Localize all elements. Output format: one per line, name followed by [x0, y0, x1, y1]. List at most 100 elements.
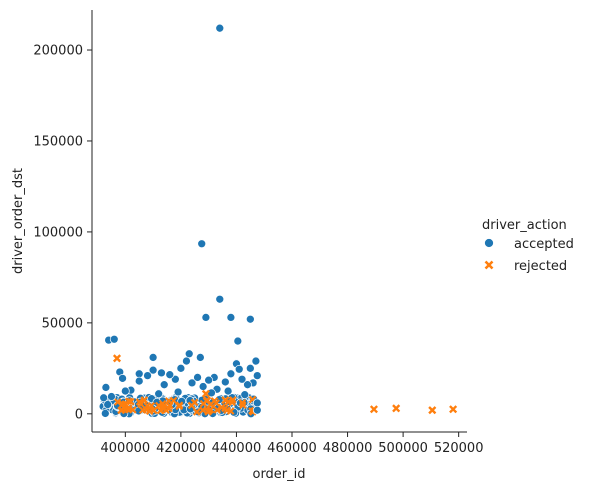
- scatter-point-accepted: [184, 349, 194, 359]
- scatter-point-accepted: [198, 382, 208, 391]
- scatter-point-accepted: [251, 356, 261, 366]
- scatter-point-accepted: [173, 387, 183, 397]
- scatter-point-accepted: [252, 398, 262, 408]
- scatter-point-rejected: [187, 401, 196, 410]
- scatter-point-accepted: [245, 314, 255, 324]
- scatter-point-rejected: [449, 405, 458, 414]
- scatter-point-rejected: [138, 406, 147, 414]
- scatter-point-rejected: [169, 396, 178, 405]
- y-tick-label: 100000: [33, 225, 83, 240]
- scatter-point-rejected: [193, 408, 201, 416]
- scatter-point-rejected: [165, 404, 173, 413]
- legend-marker-rejected: [484, 260, 494, 270]
- scatter-point-rejected: [201, 389, 210, 398]
- scatter-point-accepted: [197, 239, 207, 249]
- scatter-point-accepted: [187, 378, 197, 388]
- points-layer: [101, 23, 458, 415]
- scatter-point-accepted: [109, 334, 119, 344]
- scatter-point-accepted: [240, 390, 250, 400]
- y-tick-label: 150000: [33, 134, 83, 149]
- y-axis-label: driver_order_dst: [11, 168, 26, 274]
- plot-area: 400000 420000 440000 460000 480000 500000 5200…: [33, 10, 483, 456]
- scatter-point-rejected: [226, 407, 235, 415]
- x-ticks: 400000 420000 440000 460000 480000 500000 5200…: [101, 432, 484, 456]
- scatter-point-accepted: [226, 313, 236, 322]
- scatter-point-accepted: [223, 386, 233, 396]
- scatter-point-accepted: [148, 353, 158, 362]
- scatter-point-accepted: [252, 405, 262, 415]
- y-tick-label: 50000: [42, 316, 83, 331]
- scatter-point-accepted: [100, 409, 110, 418]
- scatter-point-rejected: [229, 396, 237, 404]
- scatter-point-accepted: [103, 400, 113, 409]
- scatter-point-rejected: [221, 396, 230, 405]
- scatter-point-rejected: [113, 398, 122, 406]
- scatter-point-rejected: [392, 404, 401, 413]
- scatter-point-rejected: [140, 396, 149, 404]
- scatter-point-rejected: [202, 397, 211, 405]
- legend: driver_action accepted rejected: [482, 218, 574, 274]
- scatter-point-accepted: [233, 336, 243, 346]
- scatter-point-rejected: [204, 408, 212, 416]
- x-tick-label: 420000: [156, 441, 206, 456]
- x-tick-label: 520000: [434, 441, 484, 456]
- scatter-point-rejected: [124, 397, 133, 406]
- scatter-point-accepted: [220, 377, 230, 387]
- x-tick-label: 440000: [212, 441, 262, 456]
- legend-title: driver_action: [482, 218, 567, 233]
- scatter-point-accepted: [215, 23, 225, 33]
- scatter-point-accepted: [118, 373, 127, 383]
- x-tick-label: 480000: [323, 441, 373, 456]
- legend-label-accepted: accepted: [514, 237, 574, 252]
- scatter-point-accepted: [243, 380, 252, 390]
- scatter-point-accepted: [170, 374, 180, 384]
- scatter-point-accepted: [154, 389, 164, 399]
- legend-marker-accepted: [484, 238, 494, 248]
- scatter-point-rejected: [199, 406, 207, 414]
- scatter-point-rejected: [369, 405, 378, 414]
- scatter-point-accepted: [215, 294, 225, 304]
- scatter-point-accepted: [107, 392, 116, 401]
- x-tick-label: 460000: [267, 441, 317, 456]
- scatter-point-accepted: [157, 368, 166, 378]
- x-axis-label: order_id: [252, 467, 305, 482]
- scatter-point-accepted: [193, 373, 202, 382]
- legend-entries: accepted rejected: [484, 237, 574, 274]
- scatter-point-accepted: [204, 375, 214, 385]
- legend-label-rejected: rejected: [514, 259, 567, 274]
- dense-point-band: [98, 393, 259, 419]
- scatter-point-accepted: [101, 383, 111, 392]
- y-tick-label: 0: [75, 407, 83, 422]
- scatter-point-accepted: [234, 364, 244, 374]
- scatter-point-accepted: [252, 371, 262, 380]
- scatter-point-rejected: [126, 397, 135, 406]
- scatter-point-accepted: [195, 353, 205, 362]
- scatter-point-accepted: [237, 374, 247, 384]
- scatter-point-accepted: [226, 369, 236, 379]
- scatter-point-accepted: [143, 371, 152, 380]
- scatter-point-rejected: [213, 406, 222, 414]
- scatter-point-rejected: [124, 405, 133, 414]
- y-ticks: 0 50000 100000 150000 200000: [33, 44, 92, 422]
- scatter-point-rejected: [159, 403, 167, 411]
- scatter-point-accepted: [134, 376, 144, 386]
- scatter-point-rejected: [149, 406, 158, 415]
- scatter-point-rejected: [112, 354, 122, 363]
- y-tick-label: 200000: [33, 44, 83, 59]
- scatter-point-accepted: [165, 370, 175, 380]
- scatter-point-rejected: [217, 403, 226, 412]
- x-tick-label: 400000: [101, 441, 151, 456]
- scatter-point-rejected: [175, 401, 184, 409]
- scatter-point-accepted: [159, 380, 169, 390]
- scatter-point-accepted: [176, 363, 186, 373]
- scatter-point-accepted: [201, 313, 211, 322]
- scatter-point-accepted: [148, 365, 158, 375]
- scatter-point-accepted: [245, 363, 255, 373]
- scatter-point-rejected: [428, 406, 437, 415]
- scatter-point-rejected: [238, 399, 247, 407]
- scatter-point-accepted: [120, 386, 130, 396]
- scatter-point-accepted: [182, 356, 191, 366]
- x-tick-label: 500000: [378, 441, 428, 456]
- scatter-point-accepted: [134, 369, 144, 379]
